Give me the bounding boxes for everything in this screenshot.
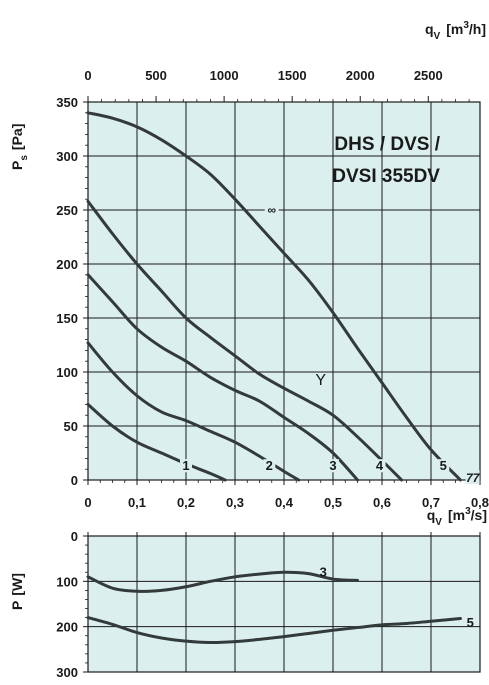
y-tick-label: 200 — [56, 257, 78, 272]
main-y-axis-title: Ps[Pa] — [9, 124, 30, 170]
power-curves — [86, 570, 462, 645]
x-tick-label: 0,6 — [373, 495, 391, 510]
curve-label-bg — [437, 459, 450, 473]
power-curve-labels: 35 — [320, 564, 474, 630]
annotation-label: 77 — [466, 471, 481, 485]
curve-label-2: 2 — [266, 458, 273, 473]
power-plot-ticks: 0 100 200 300 — [56, 529, 481, 680]
fan-curve-4 — [86, 199, 404, 482]
power-y-tick-label: 200 — [56, 620, 78, 635]
annotation-label: Y — [315, 372, 326, 389]
fan-curve-5 — [86, 111, 462, 482]
x2-tick-label: 1000 — [210, 68, 239, 83]
annotation-bg — [465, 470, 480, 484]
y-tick-label: 150 — [56, 311, 78, 326]
power-y-axis-title: P[W] — [9, 573, 25, 610]
x2-tick-label: 2500 — [414, 68, 443, 83]
curve-label-1: 1 — [182, 458, 189, 473]
x-tick-label: 0,7 — [422, 495, 440, 510]
fan-curve-1 — [86, 402, 227, 482]
x-tick-label: 0,5 — [324, 495, 342, 510]
y-tick-label: 250 — [56, 203, 78, 218]
power-y-tick-label: 100 — [56, 574, 78, 589]
curve-label-5: 5 — [440, 458, 447, 473]
x2-tick-label: 0 — [84, 68, 91, 83]
y-tick-label: 300 — [56, 149, 78, 164]
curve-label-4: 4 — [376, 458, 384, 473]
x2-tick-label: 500 — [145, 68, 167, 83]
curve-label-bg — [327, 459, 339, 473]
x-tick-label: 0,3 — [226, 495, 244, 510]
y-tick-label: 100 — [56, 365, 78, 380]
x-tick-label: 0,2 — [177, 495, 195, 510]
power-curve-3 — [86, 570, 359, 593]
y-tick-label: 50 — [64, 419, 78, 434]
power-y-tick-label: 0 — [71, 529, 78, 544]
x-tick-label: 0,4 — [275, 495, 294, 510]
pressure-plot: 0 0,1 0,2 0,3 0,4 0,5 0,6 0,7 0,8050100150200250… — [56, 68, 489, 510]
x2-tick-label: 2000 — [346, 68, 375, 83]
power-y-tick-label: 300 — [56, 665, 78, 680]
pressure-curves — [86, 111, 462, 482]
chart-title-line-1: DHS / DVS / — [334, 134, 440, 155]
x-tick-label: 0 — [84, 495, 91, 510]
y-tick-label: 0 — [71, 473, 78, 488]
curve-label-bg — [180, 459, 192, 473]
x-tick-label: 0,8 — [471, 495, 489, 510]
curve-label-bg — [373, 459, 386, 473]
power-curve-5 — [86, 616, 462, 645]
annotation-label: ∞ — [267, 203, 276, 217]
x2-tick-label: 1500 — [278, 68, 307, 83]
power-curve-label-5: 5 — [467, 615, 474, 630]
pressure-curve-labels: 1 2 3 4 5 Y ∞ 77 — [180, 202, 481, 485]
top-axis-title: qV [m3/h] — [425, 20, 486, 42]
curve-label-3: 3 — [329, 458, 336, 473]
x-tick-label: 0,1 — [128, 495, 146, 510]
curve-label-bg — [263, 459, 276, 473]
annotation-bg — [264, 202, 279, 217]
power-plot-grid — [87, 536, 481, 672]
annotation-bg — [313, 372, 328, 387]
power-curve-label-3: 3 — [320, 564, 327, 579]
y-tick-label: 350 — [56, 95, 78, 110]
fan-curve-3 — [86, 273, 359, 482]
pressure-plot-ticks: 0 0,1 0,2 0,3 0,4 0,5 0,6 0,7 0,8050100150200250… — [56, 68, 489, 510]
chart-title-line-2: DVSI 355DV — [332, 166, 440, 187]
bottom-axis-title: qV [m3/s] — [427, 506, 487, 528]
